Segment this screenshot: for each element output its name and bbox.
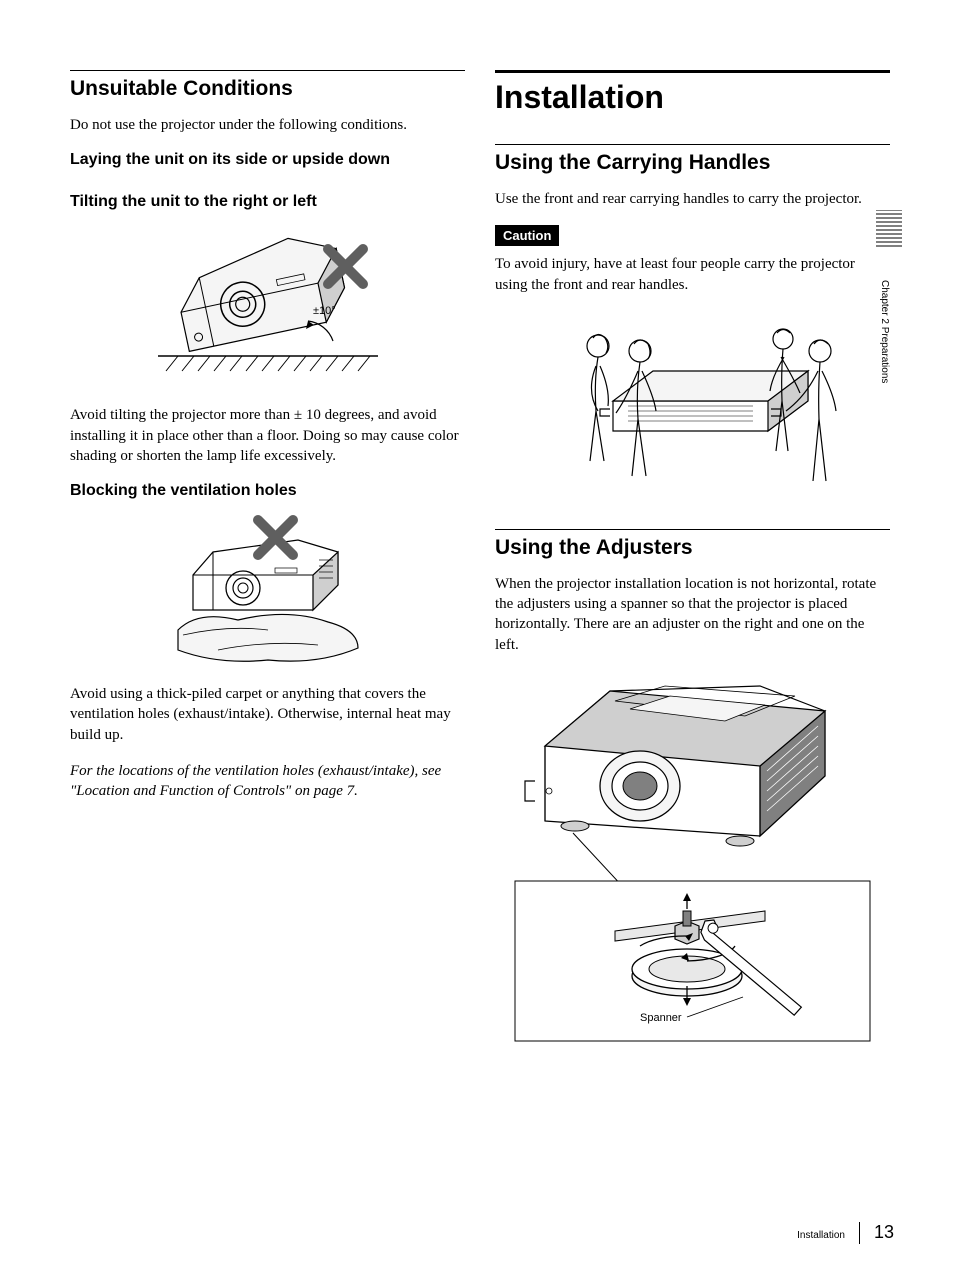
subheading-tilting: Tilting the unit to the right or left [70,193,465,211]
spanner-label: Spanner [640,1012,682,1024]
intro-text: Do not use the projector under the follo… [70,115,465,135]
adjusters-body: When the projector installation location… [495,574,890,655]
right-column: Installation Using the Carrying Handles … [495,70,890,1065]
vent-body: Avoid using a thick-piled carpet or anyt… [70,684,465,745]
rule-thick [495,70,890,73]
section-heading-unsuitable: Unsuitable Conditions [70,77,465,101]
tilt-body: Avoid tilting the projector more than ± … [70,405,465,466]
section-heading-handles: Using the Carrying Handles [495,151,890,175]
caution-body: To avoid injury, have at least four peop… [495,254,890,295]
figure-ventilation [70,510,465,670]
footer-page-number: 13 [874,1222,894,1243]
side-tab-label: Chapter 2 Preparations [879,280,890,383]
rule [70,70,465,71]
rule [495,529,890,530]
subheading-laying: Laying the unit on its side or upside do… [70,151,465,169]
subheading-ventilation: Blocking the ventilation holes [70,482,465,500]
left-column: Unsuitable Conditions Do not use the pro… [70,70,465,1065]
figure-carrying [495,311,890,511]
figure-tilting: ±10° [70,221,465,391]
vent-reference: For the locations of the ventilation hol… [70,761,465,802]
footer-divider [859,1222,860,1244]
carry-body: Use the front and rear carrying handles … [495,189,890,209]
page-footer: Installation 13 [797,1222,894,1244]
page-title: Installation [495,79,890,116]
figure-adjusters: Spanner [495,671,890,1051]
caution-badge: Caution [495,225,559,246]
rule [495,144,890,145]
section-heading-adjusters: Using the Adjusters [495,536,890,560]
footer-section: Installation [797,1230,845,1241]
tilt-angle-label: ±10° [313,305,336,317]
